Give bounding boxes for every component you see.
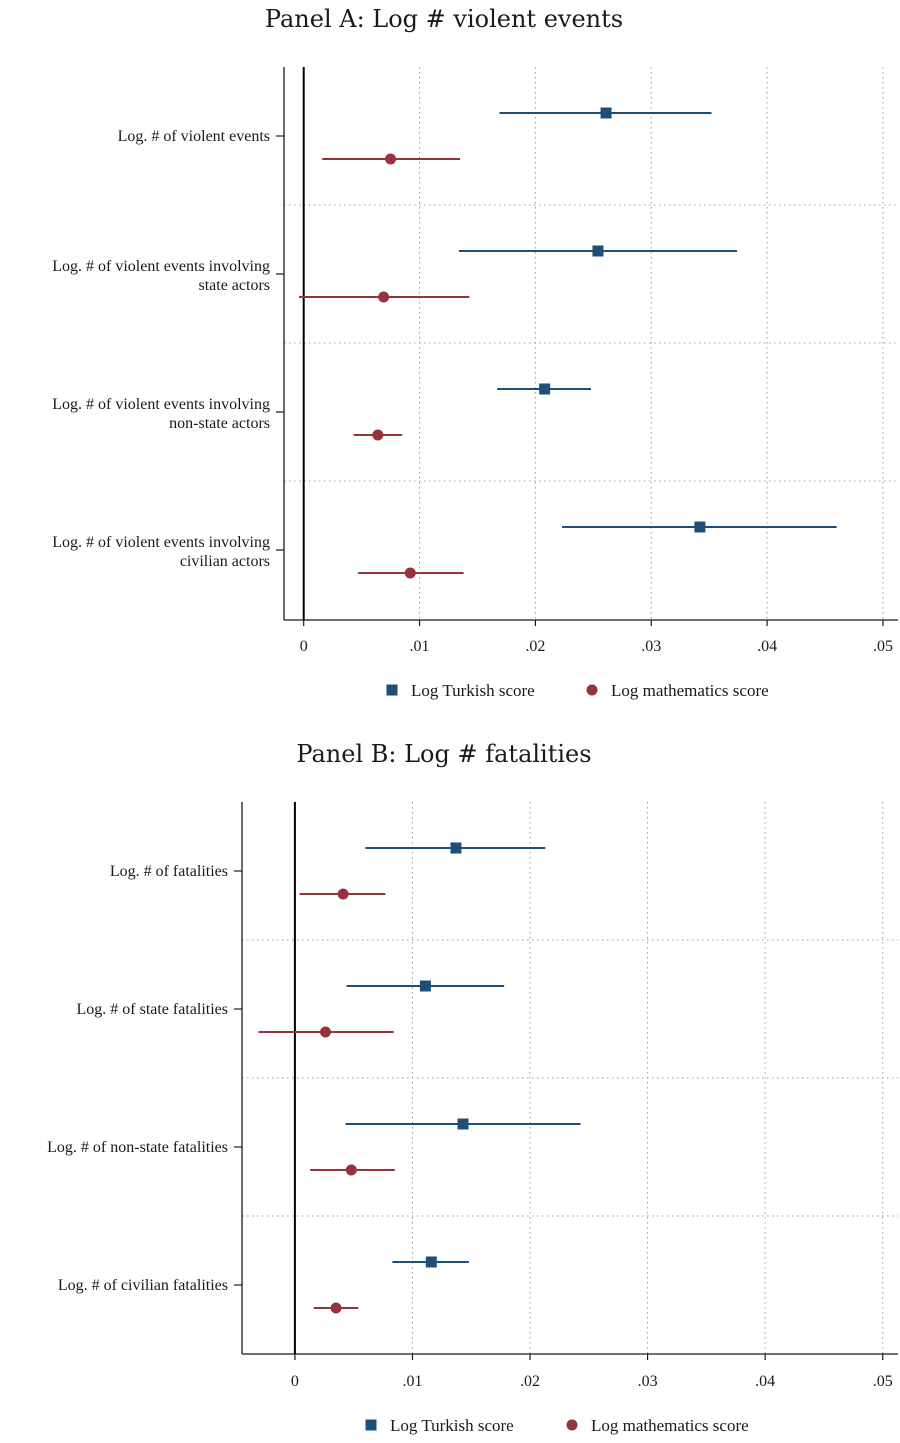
panel-b-legend-marker-math (566, 1419, 578, 1431)
panel-b-category-label: Log. # of civilian fatalities (58, 1277, 228, 1294)
panel-b-legend-label-turkish: Log Turkish score (390, 1416, 514, 1435)
panel-a: Panel A: Log # violent events 0 .01 .02 .03… (52, 5, 898, 700)
panel-b-x-tick-label: 0 (291, 1373, 299, 1390)
panel-b-point-math (330, 1302, 342, 1314)
panel-a-point-turkish (694, 521, 706, 533)
panel-a-point-turkish (600, 107, 612, 119)
panel-b-x-tick-label: .01 (402, 1373, 422, 1390)
panel-a-point-turkish (592, 245, 604, 257)
panel-a-x-tick-label: 0 (300, 638, 308, 655)
panel-b-point-math (345, 1164, 357, 1176)
panel-a-legend-marker-turkish (386, 684, 398, 696)
panel-b-point-turkish (425, 1256, 437, 1268)
panel-b-category-label: Log. # of fatalities (110, 863, 228, 880)
panel-a-x-tick-label: .04 (757, 638, 777, 655)
panel-a-legend-label-turkish: Log Turkish score (411, 681, 535, 700)
panel-a-point-math (404, 567, 416, 579)
panel-b-point-turkish (457, 1118, 469, 1130)
panel-a-x-tick-label: .02 (525, 638, 545, 655)
panel-a-legend-label-math: Log mathematics score (611, 681, 769, 700)
panel-b-category-label: Log. # of non-state fatalities (47, 1139, 228, 1156)
panel-a-x-tick-label: .03 (641, 638, 661, 655)
panel-b-title: Panel B: Log # fatalities (296, 740, 591, 768)
panel-b-x-tick-label: .03 (638, 1373, 658, 1390)
panel-b-legend-label-math: Log mathematics score (591, 1416, 749, 1435)
panel-b: Panel B: Log # fatalities 0 .01 .02 .03 .04.… (47, 740, 898, 1435)
panel-a-category-label-line2: non-state actors (169, 415, 270, 432)
panel-a-point-math (385, 153, 397, 165)
panel-b-category-label: Log. # of state fatalities (76, 1001, 228, 1018)
panel-b-x-tick-label: .04 (755, 1373, 775, 1390)
panel-b-legend-marker-turkish (365, 1419, 377, 1431)
panel-a-legend-marker-math (586, 684, 598, 696)
panel-b-point-turkish (419, 980, 431, 992)
panel-b-x-tick-label: .02 (520, 1373, 540, 1390)
panel-a-title: Panel A: Log # violent events (265, 5, 623, 33)
panel-a-category-label: Log. # of violent events involving (52, 258, 270, 275)
panel-a-category-label-line2: state actors (198, 277, 270, 294)
panel-a-point-math (378, 291, 390, 303)
panel-a-category-label: Log. # of violent events involving (52, 534, 270, 551)
panel-a-point-turkish (539, 383, 551, 395)
panel-a-x-tick-label: .05 (873, 638, 893, 655)
panel-a-point-math (372, 429, 384, 441)
panel-b-point-math (319, 1026, 331, 1038)
panel-a-category-label-line2: civilian actors (180, 553, 270, 570)
panel-a-category-label: Log. # of violent events (118, 128, 270, 145)
panel-b-x-tick-label: .05 (873, 1373, 893, 1390)
panel-a-category-label: Log. # of violent events involving (52, 396, 270, 413)
panel-b-point-math (337, 888, 349, 900)
panel-a-x-tick-label: .01 (410, 638, 430, 655)
panel-b-point-turkish (450, 842, 462, 854)
